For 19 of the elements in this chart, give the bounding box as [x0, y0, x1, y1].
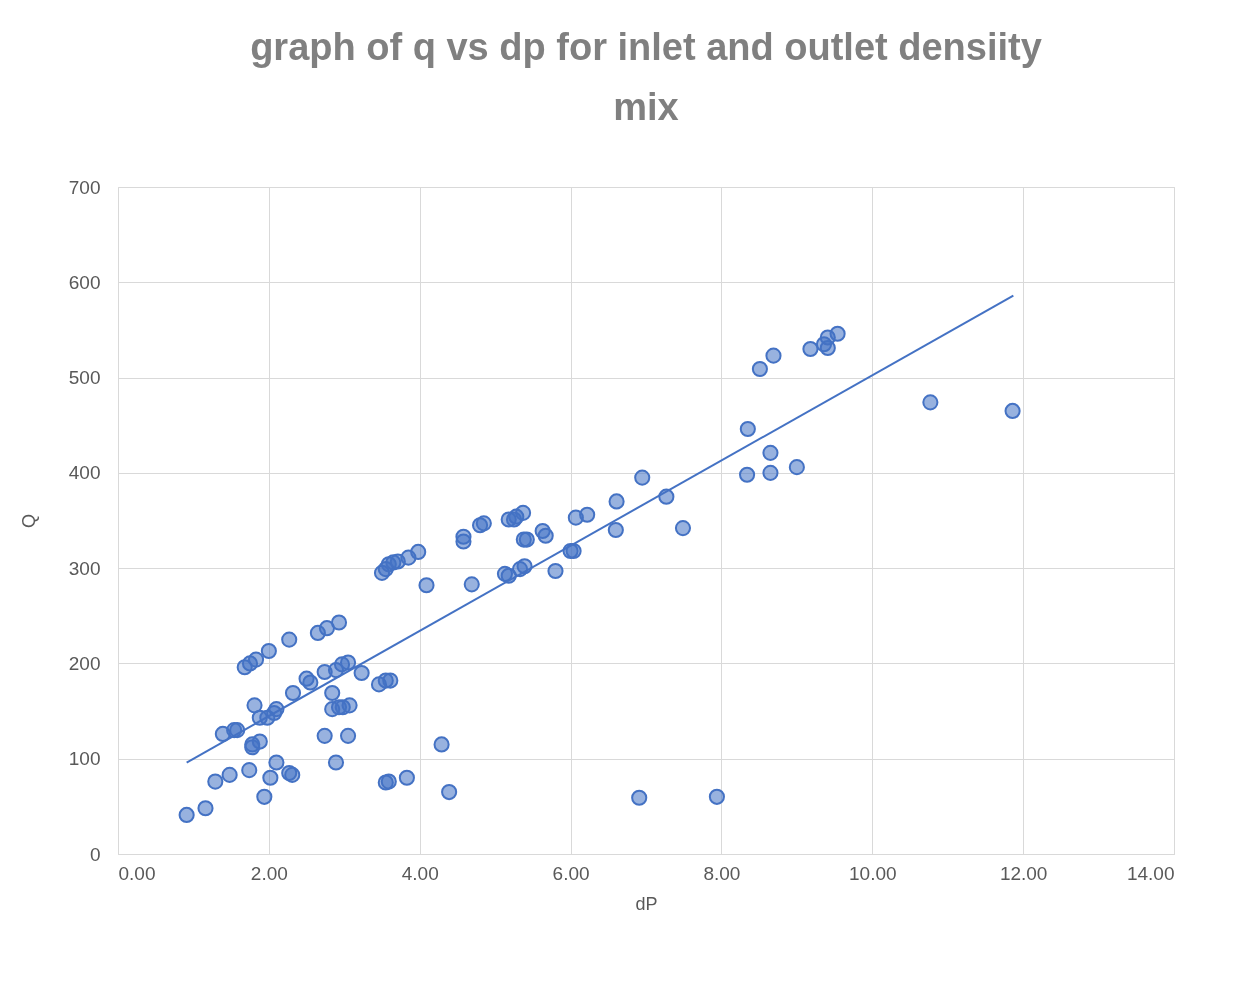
y-tick-label: 300: [68, 557, 101, 579]
x-tick-label: 6.00: [552, 862, 590, 884]
y-tick-label: 200: [68, 652, 101, 674]
y-tick-label: 100: [68, 748, 101, 770]
x-tick-label: 14.00: [1126, 862, 1175, 884]
x-tick-label: 12.00: [999, 862, 1048, 884]
chart-title: graph of q vs dp for inlet and outlet densiity mix: [250, 26, 1042, 128]
y-tick-label: 700: [68, 176, 101, 198]
x-tick-label: 2.00: [250, 862, 288, 884]
y-tick-label: 0: [89, 843, 101, 865]
x-tick-label: 4.00: [401, 862, 439, 884]
x-tick-label: 8.00: [703, 862, 741, 884]
y-tick-label: 400: [68, 462, 101, 484]
x-axis-title: dP: [635, 893, 658, 914]
y-axis-title: Q: [18, 513, 39, 529]
y-tick-label: 500: [68, 367, 101, 389]
x-tick-label: 10.00: [849, 862, 897, 884]
x-tick-label: 0.00: [118, 862, 156, 884]
y-tick-label: 600: [68, 271, 101, 293]
